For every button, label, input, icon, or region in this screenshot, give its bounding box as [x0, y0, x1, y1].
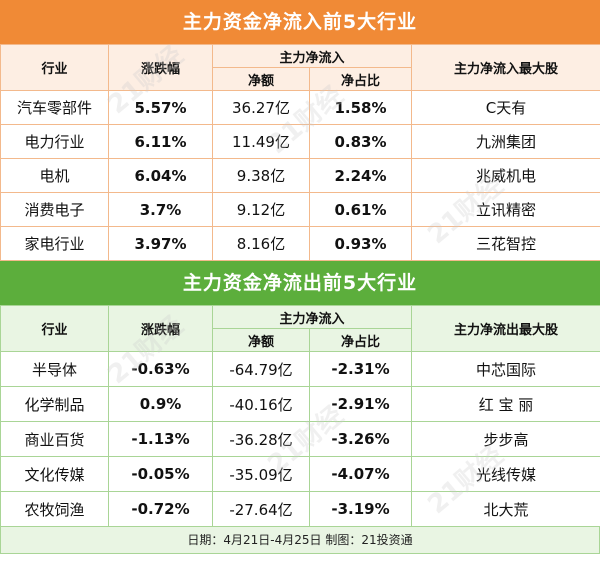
industry-cell: 家电行业	[0, 226, 109, 261]
industry-cell: 半导体	[0, 351, 109, 387]
table-row: 农牧饲渔 -0.72% -27.64亿 -3.19% 北大荒	[0, 491, 600, 527]
change-cell: -0.05%	[108, 456, 213, 492]
inflow-header-net-ratio: 净占比	[308, 67, 413, 91]
table-row: 电力行业 6.11% 11.49亿 0.83% 九洲集团	[0, 124, 600, 159]
industry-cell: 商业百货	[0, 421, 109, 457]
inflow-header-industry: 行业	[0, 44, 109, 91]
outflow-header-change: 涨跌幅	[108, 305, 213, 352]
inflow-header-change: 涨跌幅	[108, 44, 213, 91]
ratio-cell: -4.07%	[308, 456, 413, 492]
ratio-cell: -2.31%	[308, 351, 413, 387]
inflow-header-net-group: 主力净流入	[211, 44, 413, 68]
outflow-header-net-group: 主力净流入	[211, 305, 413, 329]
amount-cell: 9.12亿	[212, 192, 310, 227]
stock-cell: C天有	[411, 90, 600, 125]
industry-cell: 汽车零部件	[0, 90, 109, 125]
amount-cell: 9.38亿	[212, 158, 310, 193]
change-cell: -1.13%	[108, 421, 213, 457]
change-cell: 0.9%	[108, 386, 213, 422]
table-row: 电机 6.04% 9.38亿 2.24% 兆威机电	[0, 158, 600, 193]
inflow-table: 行业 涨跌幅 主力净流入 主力净流入最大股 净额 净占比 汽车零部件 5.57%…	[0, 44, 600, 261]
industry-cell: 电力行业	[0, 124, 109, 159]
change-cell: -0.72%	[108, 491, 213, 527]
table-row: 半导体 -0.63% -64.79亿 -2.31% 中芯国际	[0, 351, 600, 387]
industry-cell: 消费电子	[0, 192, 109, 227]
table-row: 家电行业 3.97% 8.16亿 0.93% 三花智控	[0, 226, 600, 261]
industry-cell: 化学制品	[0, 386, 109, 422]
stock-cell: 兆威机电	[411, 158, 600, 193]
inflow-header-top-stock: 主力净流入最大股	[411, 44, 600, 91]
change-cell: 5.57%	[108, 90, 213, 125]
ratio-cell: 0.83%	[308, 124, 413, 159]
outflow-table: 行业 涨跌幅 主力净流入 主力净流出最大股 净额 净占比 半导体 -0.63% …	[0, 305, 600, 527]
change-cell: 3.7%	[108, 192, 213, 227]
change-cell: 6.04%	[108, 158, 213, 193]
amount-cell: -36.28亿	[212, 421, 310, 457]
stock-cell: 步步高	[411, 421, 600, 457]
outflow-header-industry: 行业	[0, 305, 109, 352]
industry-cell: 农牧饲渔	[0, 491, 109, 527]
change-cell: -0.63%	[108, 351, 213, 387]
stock-cell: 北大荒	[411, 491, 600, 527]
ratio-cell: -2.91%	[308, 386, 413, 422]
stock-cell: 九洲集团	[411, 124, 600, 159]
change-cell: 6.11%	[108, 124, 213, 159]
amount-cell: -27.64亿	[212, 491, 310, 527]
amount-cell: 36.27亿	[212, 90, 310, 125]
inflow-title: 主力资金净流入前5大行业	[0, 0, 600, 44]
industry-cell: 电机	[0, 158, 109, 193]
ratio-cell: 1.58%	[308, 90, 413, 125]
stock-cell: 三花智控	[411, 226, 600, 261]
ratio-cell: 0.61%	[308, 192, 413, 227]
table-row: 化学制品 0.9% -40.16亿 -2.91% 红 宝 丽	[0, 386, 600, 422]
stock-cell: 光线传媒	[411, 456, 600, 492]
amount-cell: -64.79亿	[212, 351, 310, 387]
table-row: 消费电子 3.7% 9.12亿 0.61% 立讯精密	[0, 192, 600, 227]
outflow-header-net-amount: 净额	[212, 328, 310, 352]
table-row: 汽车零部件 5.57% 36.27亿 1.58% C天有	[0, 90, 600, 125]
ratio-cell: -3.26%	[308, 421, 413, 457]
amount-cell: -35.09亿	[212, 456, 310, 492]
footer-credit: 日期：4月21日-4月25日 制图：21投资通	[0, 527, 600, 554]
industry-cell: 文化传媒	[0, 456, 109, 492]
stock-cell: 红 宝 丽	[411, 386, 600, 422]
ratio-cell: 0.93%	[308, 226, 413, 261]
inflow-header-net-amount: 净额	[212, 67, 310, 91]
amount-cell: 11.49亿	[212, 124, 310, 159]
table-row: 商业百货 -1.13% -36.28亿 -3.26% 步步高	[0, 421, 600, 457]
stock-cell: 立讯精密	[411, 192, 600, 227]
table-row: 文化传媒 -0.05% -35.09亿 -4.07% 光线传媒	[0, 456, 600, 492]
amount-cell: -40.16亿	[212, 386, 310, 422]
outflow-title: 主力资金净流出前5大行业	[0, 261, 600, 305]
change-cell: 3.97%	[108, 226, 213, 261]
ratio-cell: -3.19%	[308, 491, 413, 527]
stock-cell: 中芯国际	[411, 351, 600, 387]
outflow-header-top-stock: 主力净流出最大股	[411, 305, 600, 352]
ratio-cell: 2.24%	[308, 158, 413, 193]
outflow-header-net-ratio: 净占比	[308, 328, 413, 352]
amount-cell: 8.16亿	[212, 226, 310, 261]
